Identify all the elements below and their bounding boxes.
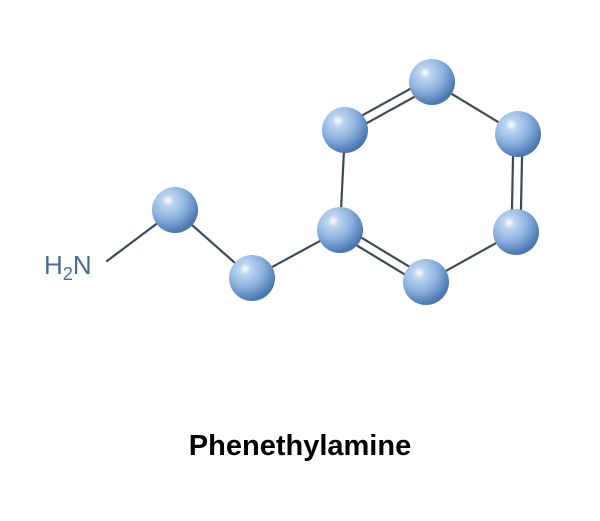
bond	[512, 155, 513, 212]
amine-n: N	[73, 250, 92, 280]
amine-h: H	[44, 250, 63, 280]
bond	[444, 242, 498, 272]
atom-r5	[403, 259, 449, 305]
atom-c1	[152, 187, 198, 233]
atom-r4	[493, 209, 539, 255]
amine-label: H2N	[44, 250, 92, 285]
bond	[107, 222, 158, 261]
bonds-layer	[107, 88, 522, 275]
compound-title: Phenethylamine	[0, 430, 600, 463]
bond	[450, 93, 501, 124]
bond	[341, 151, 344, 210]
atom-r1	[322, 107, 368, 153]
bond	[191, 224, 237, 265]
atom-c3	[317, 207, 363, 253]
amine-sub: 2	[63, 264, 73, 284]
atom-c2	[229, 255, 275, 301]
bond	[270, 240, 322, 268]
molecule-diagram: H2N Phenethylamine	[0, 0, 600, 521]
atoms-layer	[152, 59, 541, 305]
atom-r3	[495, 111, 541, 157]
atom-r2	[409, 59, 455, 105]
bond	[521, 155, 522, 212]
